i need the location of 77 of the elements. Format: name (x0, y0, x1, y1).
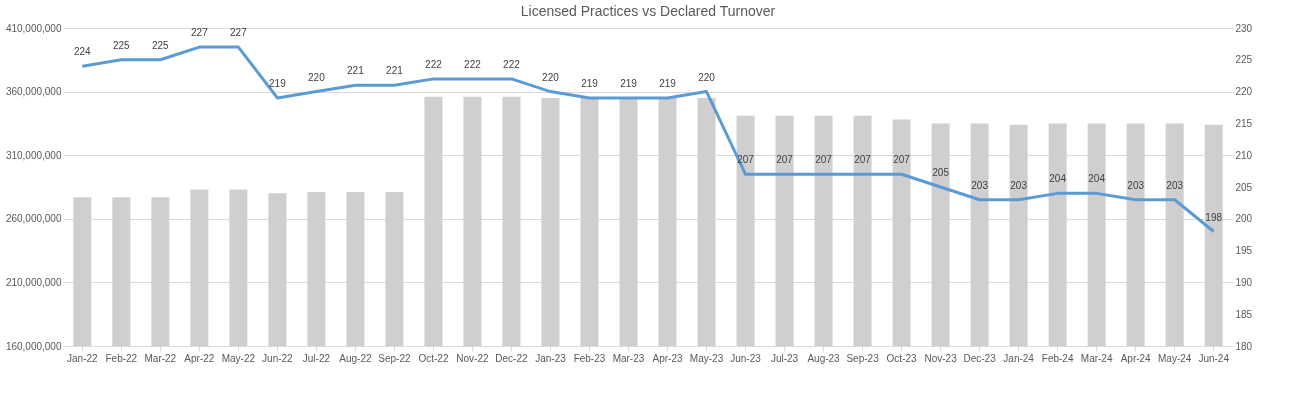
data-label: 219 (620, 77, 638, 89)
y-tick-label: 210,000,000 (5, 276, 62, 288)
data-label: 207 (893, 154, 911, 166)
data-label: 220 (542, 71, 560, 83)
x-tick-label: Jan-22 (67, 352, 99, 364)
y2-tick-label: 200 (1235, 213, 1253, 225)
y-tick-label: 310,000,000 (5, 149, 62, 161)
x-tick-label: Feb-22 (105, 352, 138, 364)
x-tick-label: Jun-23 (730, 352, 762, 364)
x-tick-label: Mar-22 (144, 352, 177, 364)
data-label: 204 (1088, 173, 1106, 185)
y-tick-label: 160,000,000 (5, 340, 62, 352)
x-tick-label: Feb-23 (573, 352, 606, 364)
data-label: 204 (1049, 173, 1067, 185)
x-tick-label: Apr-22 (184, 352, 215, 364)
y2-tick-label: 190 (1235, 276, 1253, 288)
x-tick-label: Jan-24 (1003, 352, 1035, 364)
x-tick-label: Nov-23 (924, 352, 958, 364)
y2-tick-label: 195 (1235, 245, 1253, 257)
x-tick-label: Jan-23 (535, 352, 567, 364)
data-label: 203 (1127, 179, 1145, 191)
x-tick-label: Sep-22 (378, 352, 411, 364)
data-label: 222 (425, 58, 443, 70)
data-label: 207 (776, 154, 794, 166)
data-label: 225 (151, 39, 170, 51)
data-label: 224 (73, 46, 92, 58)
y2-tick-label: 185 (1235, 308, 1253, 320)
x-tick-label: Mar-24 (1080, 352, 1113, 364)
data-label: 222 (503, 58, 521, 70)
x-tick-label: Apr-23 (652, 352, 683, 364)
y2-tick-label: 225 (1235, 54, 1253, 66)
x-tick-label: May-24 (1158, 352, 1192, 364)
data-label: 220 (698, 71, 716, 83)
x-tick-label: Nov-22 (456, 352, 489, 364)
y-tick-label: 360,000,000 (5, 86, 62, 98)
data-label: 225 (112, 39, 131, 51)
x-tick-label: Jul-22 (302, 352, 331, 364)
data-label: 219 (269, 77, 287, 89)
data-label: 203 (1166, 179, 1184, 191)
data-label: 222 (464, 58, 482, 70)
y2-tick-label: 230 (1235, 22, 1253, 34)
data-label: 221 (386, 65, 404, 77)
data-label: 203 (971, 179, 989, 191)
data-label: 227 (230, 27, 248, 39)
y2-tick-label: 180 (1235, 340, 1253, 352)
data-label: 221 (347, 65, 365, 77)
y2-tick-label: 220 (1235, 86, 1253, 98)
x-tick-label: May-22 (221, 352, 256, 364)
data-label: 198 (1205, 211, 1223, 223)
x-tick-label: Apr-24 (1120, 352, 1152, 364)
data-label: 207 (815, 154, 833, 166)
x-tick-label: Oct-23 (886, 352, 918, 364)
y-tick-label: 410,000,000 (5, 22, 62, 34)
x-tick-label: May-23 (689, 352, 724, 364)
chart-title: Licensed Practices vs Declared Turnover (520, 3, 776, 19)
x-tick-label: Feb-24 (1041, 352, 1074, 364)
x-tick-label: Aug-23 (807, 352, 841, 364)
data-label: 227 (191, 27, 209, 39)
data-label: 205 (932, 167, 950, 178)
x-tick-label: Jun-24 (1198, 352, 1230, 364)
data-label: 219 (581, 77, 599, 89)
x-tick-label: Aug-22 (339, 352, 372, 364)
data-label: 203 (1010, 179, 1028, 191)
data-label: 219 (659, 77, 677, 89)
x-tick-label: Oct-22 (418, 352, 449, 364)
data-label: 220 (308, 71, 326, 83)
x-tick-label: Jun-22 (262, 352, 294, 364)
x-tick-label: Dec-23 (963, 352, 997, 364)
x-tick-label: Mar-23 (612, 352, 645, 364)
y2-tick-label: 215 (1235, 117, 1253, 129)
x-tick-label: Dec-22 (495, 352, 528, 364)
data-label: 207 (854, 154, 872, 166)
y2-tick-label: 210 (1235, 149, 1253, 161)
y2-tick-label: 205 (1235, 181, 1253, 193)
x-tick-label: Sep-23 (846, 352, 880, 364)
x-tick-label: Jul-23 (770, 352, 799, 364)
y-tick-label: 260,000,000 (5, 213, 62, 225)
